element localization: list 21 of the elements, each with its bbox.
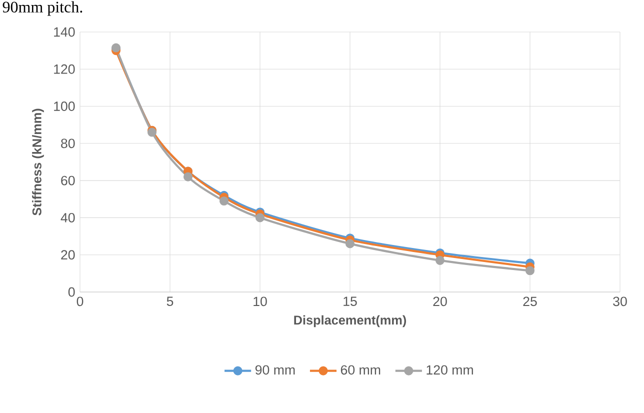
legend-label: 120 mm [426,365,473,375]
x-tick-label: 25 [523,296,537,306]
x-tick-label: 20 [433,296,447,306]
x-axis-title: Displacement(mm) [294,315,406,328]
y-tick-label: 100 [54,102,75,111]
x-tick-label: 15 [344,296,357,306]
legend-label: 90 mm [255,365,295,375]
y-tick-label: 60 [61,176,75,186]
y-tick-label: 140 [54,27,75,37]
x-tick-label: 5 [166,296,174,306]
x-tick-label: 0 [76,296,84,306]
x-tick-label: 10 [254,296,267,306]
x-tick-label: 30 [613,296,627,306]
text: 90mm pitch. [2,1,82,16]
y-tick-label: 0 [68,287,75,297]
y-tick-label: 20 [61,250,75,260]
y-tick-label: 80 [61,138,75,148]
y-tick-label: 120 [54,64,75,74]
y-axis-title: Stiffness (kN/mm) [32,108,44,216]
y-tick-label: 40 [60,212,75,222]
legend-label: 60 mm [340,365,380,375]
